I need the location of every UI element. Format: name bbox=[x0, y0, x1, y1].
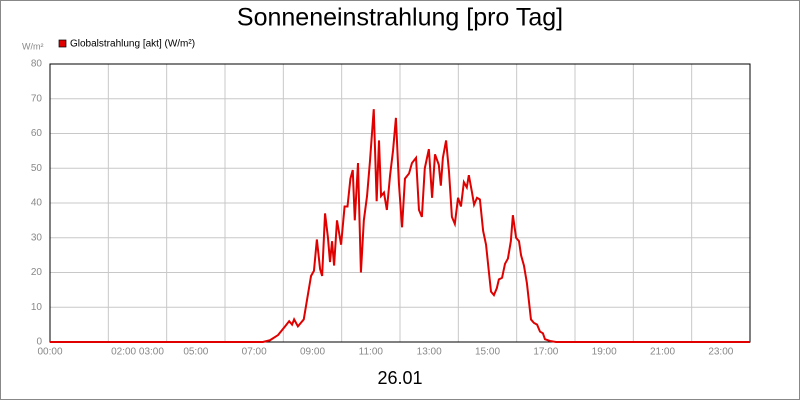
y-tick-label: 60 bbox=[31, 128, 43, 139]
legend-swatch bbox=[58, 39, 67, 48]
y-tick-label: 70 bbox=[31, 93, 43, 104]
x-tick-label: 07:00 bbox=[242, 347, 267, 358]
y-axis-label: W/m² bbox=[22, 41, 44, 51]
x-tick-label: 17:00 bbox=[533, 347, 558, 358]
x-tick-label: 23:00 bbox=[708, 347, 733, 358]
data-line bbox=[50, 109, 750, 343]
x-tick-label: 19:00 bbox=[592, 347, 617, 358]
y-tick-label: 10 bbox=[31, 302, 43, 313]
x-tick-label: 02:00 03:00 bbox=[111, 347, 164, 358]
chart-title: Sonneneinstrahlung [pro Tag] bbox=[237, 4, 563, 32]
x-tick-label: 15:00 bbox=[475, 347, 500, 358]
x-tick-label: 11:00 bbox=[359, 347, 384, 358]
y-tick-label: 40 bbox=[31, 198, 43, 209]
x-tick-label: 09:00 bbox=[300, 347, 325, 358]
x-tick-label: 13:00 bbox=[417, 347, 442, 358]
y-tick-label: 20 bbox=[31, 267, 43, 278]
legend-label: Globalstrahlung [akt] (W/m²) bbox=[70, 39, 195, 50]
y-tick-label: 80 bbox=[31, 59, 43, 70]
plot-frame bbox=[49, 63, 751, 343]
y-tick-label: 0 bbox=[36, 337, 42, 348]
y-tick-label: 30 bbox=[31, 232, 43, 243]
x-tick-label: 05:00 bbox=[183, 347, 208, 358]
x-axis-label: 26.01 bbox=[377, 368, 422, 388]
y-tick-label: 50 bbox=[31, 163, 43, 174]
x-tick-label: 21:00 bbox=[650, 347, 675, 358]
x-tick-label: 00:00 bbox=[37, 347, 62, 358]
